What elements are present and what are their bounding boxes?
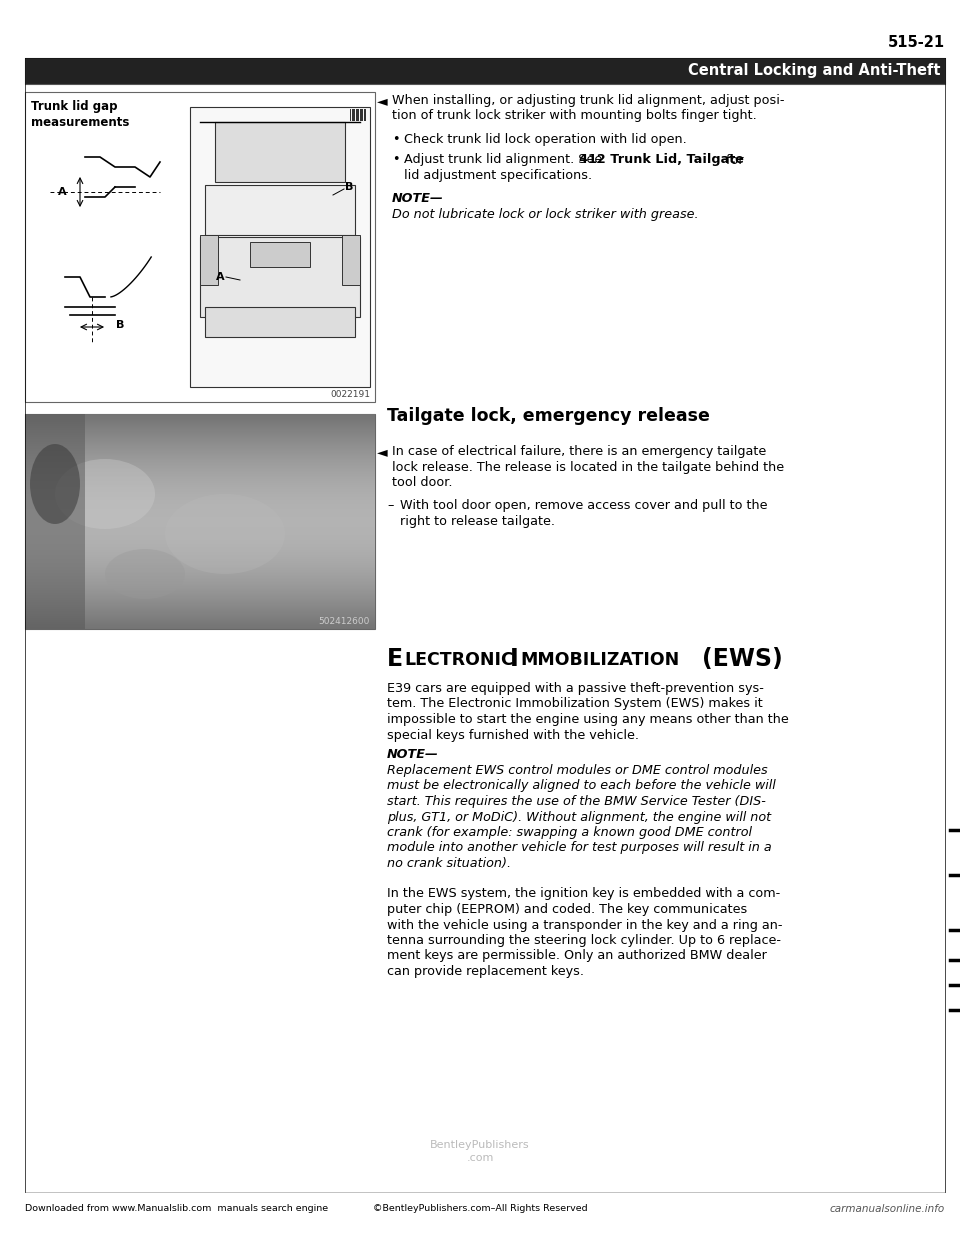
Text: Adjust trunk lid alignment. See: Adjust trunk lid alignment. See — [404, 154, 607, 166]
Text: MMOBILIZATION: MMOBILIZATION — [520, 651, 680, 669]
Text: NOTE—: NOTE— — [387, 749, 439, 761]
Text: crank (for example: swapping a known good DME control: crank (for example: swapping a known goo… — [387, 826, 752, 840]
Text: BentleyPublishers: BentleyPublishers — [430, 1140, 530, 1150]
Bar — [215, 122, 345, 183]
Ellipse shape — [30, 443, 80, 524]
Text: Replacement EWS control modules or DME control modules: Replacement EWS control modules or DME c… — [387, 764, 768, 777]
Text: puter chip (EEPROM) and coded. The key communicates: puter chip (EEPROM) and coded. The key c… — [387, 903, 747, 917]
Text: LECTRONIC: LECTRONIC — [404, 651, 514, 669]
Text: B: B — [116, 320, 124, 330]
Text: ©BentleyPublishers.com–All Rights Reserved: ©BentleyPublishers.com–All Rights Reserv… — [372, 1203, 588, 1213]
Text: Trunk lid gap
measurements: Trunk lid gap measurements — [31, 101, 130, 129]
Text: •: • — [392, 154, 399, 166]
Bar — [356, 109, 358, 120]
Bar — [200, 235, 218, 284]
Text: •: • — [392, 133, 399, 147]
Text: –: – — [387, 499, 394, 513]
Text: right to release tailgate.: right to release tailgate. — [400, 515, 555, 528]
Text: 515-21: 515-21 — [888, 35, 945, 50]
Ellipse shape — [165, 494, 285, 574]
Bar — [250, 242, 310, 267]
Bar — [358, 109, 359, 120]
Ellipse shape — [55, 460, 155, 529]
Bar — [25, 414, 375, 628]
Text: lid adjustment specifications.: lid adjustment specifications. — [404, 169, 592, 183]
Bar — [354, 109, 355, 120]
Text: Check trunk lid lock operation with lid open.: Check trunk lid lock operation with lid … — [404, 133, 686, 147]
Bar — [362, 109, 363, 120]
Text: A: A — [58, 188, 66, 197]
Text: (EWS): (EWS) — [702, 647, 782, 671]
Text: NOTE—: NOTE— — [392, 193, 444, 205]
Text: I: I — [510, 647, 518, 671]
Text: no crank situation).: no crank situation). — [387, 857, 511, 869]
Text: Tailgate lock, emergency release: Tailgate lock, emergency release — [387, 407, 709, 425]
Text: for: for — [722, 154, 744, 166]
Text: ◄: ◄ — [377, 94, 388, 108]
Text: can provide replacement keys.: can provide replacement keys. — [387, 965, 584, 977]
Text: E39 cars are equipped with a passive theft-prevention sys-: E39 cars are equipped with a passive the… — [387, 682, 764, 696]
Text: tem. The Electronic Immobilization System (EWS) makes it: tem. The Electronic Immobilization Syste… — [387, 698, 763, 710]
Bar — [364, 109, 366, 120]
Text: lock release. The release is located in the tailgate behind the: lock release. The release is located in … — [392, 461, 784, 473]
Bar — [342, 235, 360, 284]
Text: Central Locking and Anti-Theft: Central Locking and Anti-Theft — [687, 63, 940, 78]
Bar — [205, 185, 355, 235]
Text: 502412600: 502412600 — [319, 617, 370, 626]
Bar — [350, 109, 351, 120]
Text: tion of trunk lock striker with mounting bolts finger tight.: tion of trunk lock striker with mounting… — [392, 109, 756, 123]
Text: ment keys are permissible. Only an authorized BMW dealer: ment keys are permissible. Only an autho… — [387, 949, 767, 963]
Text: Downloaded from www.Manualslib.com  manuals search engine: Downloaded from www.Manualslib.com manua… — [25, 1203, 328, 1213]
Text: In case of electrical failure, there is an emergency tailgate: In case of electrical failure, there is … — [392, 445, 766, 458]
Text: carmanualsonline.info: carmanualsonline.info — [829, 1203, 945, 1213]
Text: must be electronically aligned to each before the vehicle will: must be electronically aligned to each b… — [387, 780, 776, 792]
Text: A: A — [216, 272, 225, 282]
Bar — [25, 92, 375, 402]
Text: with the vehicle using a transponder in the key and a ring an-: with the vehicle using a transponder in … — [387, 919, 782, 932]
Bar — [360, 109, 362, 120]
Text: tool door.: tool door. — [392, 476, 452, 489]
Ellipse shape — [105, 549, 185, 599]
Text: plus, GT1, or MoDiC). Without alignment, the engine will not: plus, GT1, or MoDiC). Without alignment,… — [387, 811, 771, 823]
Text: B: B — [345, 183, 353, 193]
Text: When installing, or adjusting trunk lid alignment, adjust posi-: When installing, or adjusting trunk lid … — [392, 94, 784, 107]
Text: With tool door open, remove access cover and pull to the: With tool door open, remove access cover… — [400, 499, 767, 513]
Text: E: E — [387, 647, 403, 671]
Text: In the EWS system, the ignition key is embedded with a com-: In the EWS system, the ignition key is e… — [387, 888, 780, 900]
Text: module into another vehicle for test purposes will result in a: module into another vehicle for test pur… — [387, 842, 772, 854]
Bar — [25, 58, 945, 84]
Bar — [205, 307, 355, 337]
Text: ◄: ◄ — [377, 445, 388, 460]
Text: tenna surrounding the steering lock cylinder. Up to 6 replace-: tenna surrounding the steering lock cyli… — [387, 934, 781, 946]
Text: Do not lubricate lock or lock striker with grease.: Do not lubricate lock or lock striker wi… — [392, 207, 699, 221]
Text: .com: .com — [467, 1153, 493, 1163]
Text: start. This requires the use of the BMW Service Tester (DIS-: start. This requires the use of the BMW … — [387, 795, 766, 809]
Bar — [352, 109, 354, 120]
Text: impossible to start the engine using any means other than the: impossible to start the engine using any… — [387, 713, 789, 727]
Text: special keys furnished with the vehicle.: special keys furnished with the vehicle. — [387, 729, 639, 741]
Bar — [25, 414, 85, 628]
Bar — [190, 107, 370, 388]
Text: 412 Trunk Lid, Tailgate: 412 Trunk Lid, Tailgate — [579, 154, 744, 166]
Text: 0022191: 0022191 — [330, 390, 370, 399]
Bar — [200, 237, 360, 317]
